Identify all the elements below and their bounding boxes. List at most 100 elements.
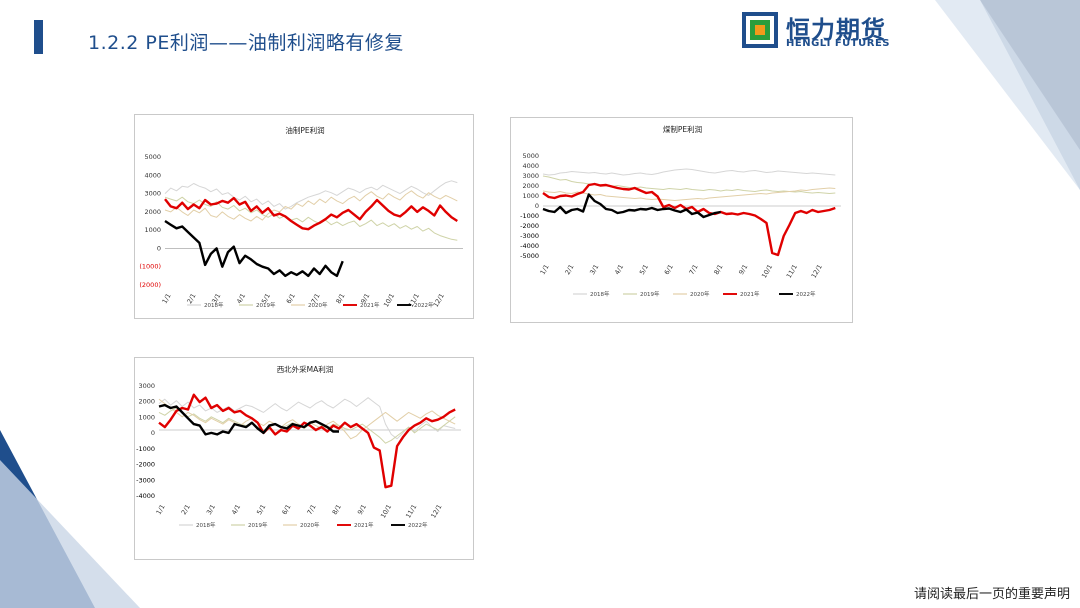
x-tick-label: 8/1 — [334, 292, 346, 305]
series-line-3 — [542, 182, 836, 257]
x-tick-label: 9/1 — [737, 263, 749, 276]
legend-label: 2019年 — [248, 521, 268, 529]
legend-label: 2020年 — [690, 290, 710, 298]
legend-label: 2022年 — [414, 301, 434, 309]
y-tick-label: 4000 — [144, 171, 161, 179]
series-line-0 — [542, 168, 836, 176]
x-tick-label: 2/1 — [563, 263, 575, 276]
y-tick-label: -2000 — [520, 222, 539, 230]
chart-coal-pe-profit-svg: 煤制PE利润 5000 4000 3000 2000 1000 0 -1000 -2000 -30… — [520, 124, 841, 298]
chart-title: 西北外采MA利润 — [277, 364, 334, 374]
x-tick-label: 7/1 — [688, 263, 700, 276]
x-tick-label: 1/1 — [161, 292, 173, 305]
y-tick-label: 0 — [151, 429, 155, 437]
chart-oil-pe-profit-svg: 油制PE利润500040003000200010000(1000)(2000)1… — [139, 125, 463, 309]
company-logo: 恒力期货 HENGLI FUTURES — [742, 10, 912, 52]
x-tick-label: 6/1 — [280, 503, 292, 516]
y-tick-label: -1000 — [520, 212, 539, 220]
x-tick-label: 2/1 — [180, 503, 192, 516]
page-title: 1.2.2 PE利润——油制利润略有修复 — [88, 32, 404, 54]
legend-label: 2018年 — [196, 521, 216, 529]
logo-mark-icon — [742, 12, 778, 48]
chart-northwest-ma-profit-svg: 西北外采MA利润 3000 2000 1000 0 -1000 -2000 -3000 -400… — [136, 364, 461, 529]
series-line-4 — [542, 193, 721, 219]
x-tick-label: 5/1 — [255, 503, 267, 516]
x-tick-label: 8/1 — [712, 263, 724, 276]
legend-label: 2022年 — [408, 521, 428, 529]
x-tick-label: 4/1 — [235, 292, 247, 305]
x-tick-label: 7/1 — [306, 503, 318, 516]
x-tick-label: 9/1 — [356, 503, 368, 516]
y-tick-label: 3000 — [144, 190, 161, 198]
y-tick-label: 0 — [535, 202, 539, 210]
legend-label: 2019年 — [640, 290, 660, 298]
y-tick-label: -5000 — [520, 252, 539, 260]
y-tick-label: -3000 — [136, 476, 155, 484]
series-line-0 — [164, 180, 458, 210]
x-tick-label: 4/1 — [230, 503, 242, 516]
y-tick-label: -3000 — [520, 232, 539, 240]
legend-label: 2018年 — [204, 301, 224, 309]
x-tick-label: 3/1 — [588, 263, 600, 276]
chart-title: 油制PE利润 — [285, 125, 324, 135]
legend-label: 2020年 — [300, 521, 320, 529]
x-tick-label: 12/1 — [432, 292, 446, 309]
y-tick-label: -1000 — [136, 445, 155, 453]
y-tick-label: 3000 — [522, 172, 539, 180]
legend-label: 2021年 — [354, 521, 374, 529]
y-tick-label: 1000 — [522, 192, 539, 200]
legend-label: 2018年 — [590, 290, 610, 298]
logo-name-cn: 恒力期货 — [786, 16, 886, 44]
x-tick-label: 11/1 — [404, 503, 418, 520]
corner-decoration-bottom-left — [0, 430, 140, 608]
x-tick-label: 10/1 — [379, 503, 393, 520]
series-line-4 — [164, 219, 344, 278]
x-tick-label: 6/1 — [663, 263, 675, 276]
series-line-2 — [164, 190, 458, 222]
x-tick-label: 8/1 — [331, 503, 343, 516]
x-tick-label: 11/1 — [785, 263, 799, 280]
legend-label: 2019年 — [256, 301, 276, 309]
y-tick-label: (2000) — [139, 281, 161, 289]
y-tick-label: 5000 — [522, 152, 539, 160]
chart-northwest-ma-profit: 西北外采MA利润 3000 2000 1000 0 -1000 -2000 -3000 -400… — [134, 357, 474, 560]
y-tick-label: 2000 — [522, 182, 539, 190]
y-tick-label: 3000 — [138, 382, 155, 390]
chart-coal-pe-profit: 煤制PE利润 5000 4000 3000 2000 1000 0 -1000 -2000 -30… — [510, 117, 853, 323]
corner-decoration-top-right — [935, 0, 1080, 190]
footer-disclaimer: 请阅读最后一页的重要声明 — [913, 587, 1070, 602]
x-tick-label: 5/1 — [638, 263, 650, 276]
y-tick-label: -2000 — [136, 461, 155, 469]
title-accent-bar — [34, 20, 43, 54]
y-tick-label: -4000 — [136, 492, 155, 500]
y-tick-label: 0 — [157, 244, 161, 252]
x-tick-label: 12/1 — [429, 503, 443, 520]
x-tick-label: 10/1 — [382, 292, 396, 309]
legend-label: 2020年 — [308, 301, 328, 309]
x-tick-label: 1/1 — [539, 263, 551, 276]
x-tick-label: 10/1 — [760, 263, 774, 280]
x-tick-label: 6/1 — [285, 292, 297, 305]
legend-label: 2022年 — [796, 290, 816, 298]
y-tick-label: 1000 — [138, 413, 155, 421]
y-tick-label: 2000 — [138, 398, 155, 406]
series-line-4 — [158, 403, 339, 436]
y-tick-label: 1000 — [144, 226, 161, 234]
legend-label: 2021年 — [740, 290, 760, 298]
y-tick-label: (1000) — [139, 263, 161, 271]
y-tick-label: 5000 — [144, 153, 161, 161]
legend-label: 2021年 — [360, 301, 380, 309]
x-tick-label: 12/1 — [810, 263, 824, 280]
x-tick-label: 1/1 — [155, 503, 167, 516]
series-line-3 — [164, 196, 458, 231]
y-tick-label: -4000 — [520, 242, 539, 250]
y-tick-label: 4000 — [522, 162, 539, 170]
x-tick-label: 2/1 — [185, 292, 197, 305]
y-tick-label: 2000 — [144, 208, 161, 216]
x-tick-label: 3/1 — [205, 503, 217, 516]
series-line-2 — [542, 187, 836, 201]
chart-title: 煤制PE利润 — [663, 124, 702, 134]
chart-oil-pe-profit: 油制PE利润 5000 4000 3000 2000 1000 0 (1000) (2000) 1… — [134, 114, 474, 319]
x-tick-label: 4/1 — [613, 263, 625, 276]
series-line-0 — [158, 397, 456, 440]
